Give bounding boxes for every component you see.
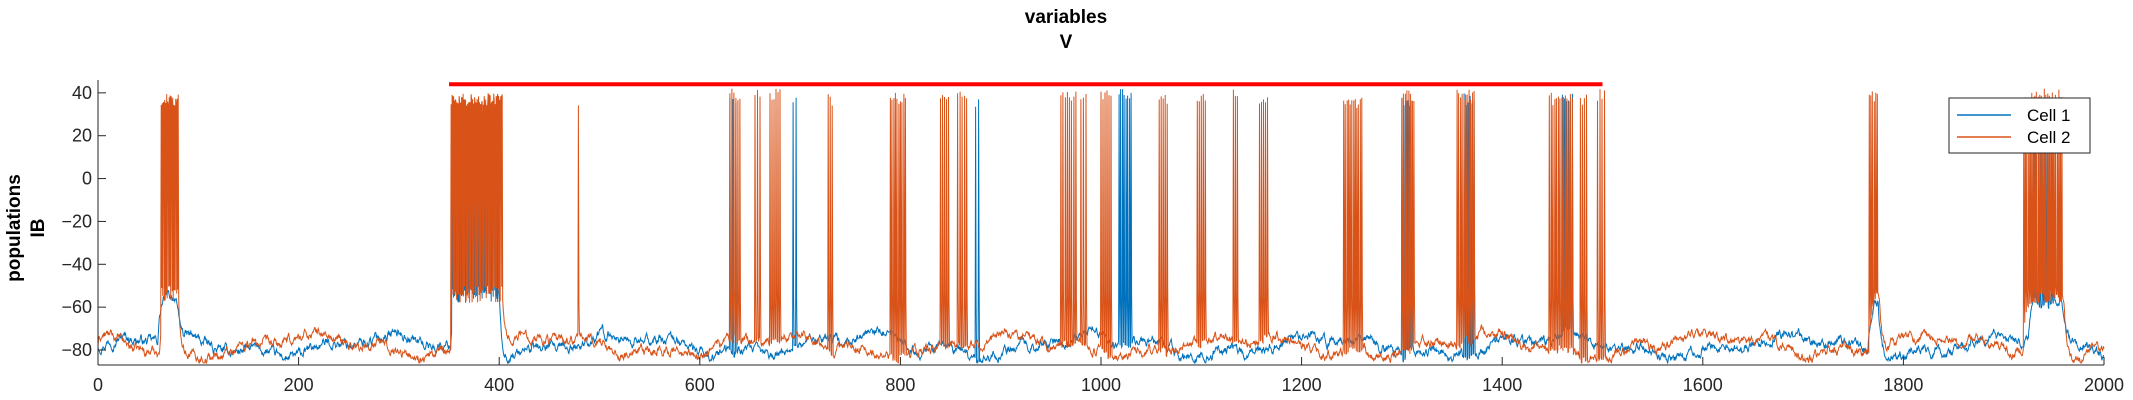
- x-tick-label: 600: [685, 375, 715, 395]
- x-tick-label: 1200: [1282, 375, 1322, 395]
- x-tick-label: 0: [93, 375, 103, 395]
- y-tick-label: −80: [61, 340, 92, 360]
- legend-box: [1948, 97, 2091, 154]
- chart-subtitle: V: [1060, 32, 1073, 53]
- x-ticks: 0 200 400 600 800 1000 1200 1400 1600 1800 2000: [93, 357, 2124, 395]
- traces: [97, 88, 2105, 365]
- y-axis-label-line1: populations: [4, 174, 25, 282]
- x-tick-label: 800: [885, 375, 915, 395]
- legend-label: Cell 2: [2027, 128, 2070, 147]
- legend-label: Cell 1: [2027, 106, 2070, 125]
- x-tick-label: 400: [484, 375, 514, 395]
- legend: Cell 1 Cell 2: [1948, 97, 2091, 154]
- chart-title: variables: [1025, 7, 1107, 28]
- y-tick-label: 0: [82, 169, 92, 189]
- y-tick-label: −40: [61, 254, 92, 274]
- y-ticks: −80 −60 −40 −20 0 20 40: [61, 83, 106, 360]
- trace-cell-2: [97, 88, 2105, 365]
- x-tick-label: 1000: [1081, 375, 1121, 395]
- x-tick-label: 2000: [2084, 375, 2124, 395]
- y-axis-label-line2: IB: [28, 219, 49, 238]
- y-tick-label: −20: [61, 211, 92, 231]
- y-tick-label: −60: [61, 297, 92, 317]
- y-tick-label: 20: [72, 126, 92, 146]
- y-tick-label: 40: [72, 83, 92, 103]
- x-tick-label: 1600: [1683, 375, 1723, 395]
- x-tick-label: 200: [284, 375, 314, 395]
- plot-area: 0 200 400 600 800 1000 1200 1400 1600 1800 2000 −8…: [61, 80, 2124, 395]
- x-tick-label: 1800: [1883, 375, 1923, 395]
- x-tick-label: 1400: [1482, 375, 1522, 395]
